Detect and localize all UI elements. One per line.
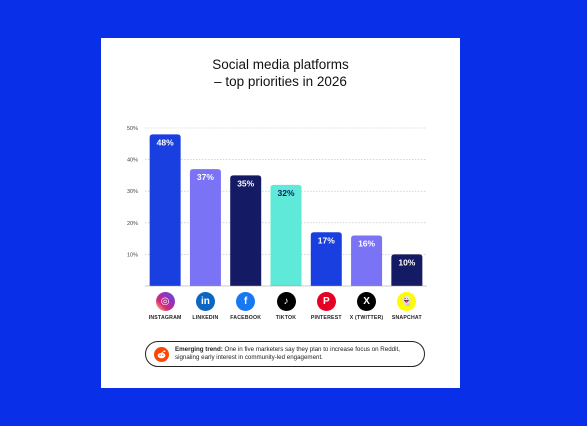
bar-value-label: 35%	[237, 178, 254, 188]
bar-value-label: 37%	[197, 172, 214, 182]
bar-x-twitter	[351, 235, 383, 286]
x-tick-label: FACEBOOK	[230, 315, 262, 321]
emerging-trend-callout: Emerging trend: One in five marketers sa…	[145, 341, 425, 367]
bar-value-label: 10%	[398, 257, 415, 267]
x-tick-label: X (TWITTER)	[349, 315, 384, 321]
x-icon: X	[357, 292, 377, 311]
bar-value-label: 32%	[277, 188, 294, 198]
bar-value-label: 16%	[358, 238, 375, 248]
trend-text: Emerging trend: One in five marketers sa…	[175, 346, 420, 362]
platform-x-twitter: X X (TWITTER)	[344, 292, 390, 321]
chart-title: Social media platforms – top priorities …	[101, 56, 460, 90]
bar-pinterest	[310, 232, 342, 286]
bar-linkedin	[189, 169, 221, 286]
platform-linkedin: in LINKEDIN	[182, 292, 228, 321]
y-tick-label: 50%	[127, 126, 138, 132]
bar-chart: 10% 20% 30% 40% 50% 48% 37% 35% 32% 17% 16% 10%	[127, 126, 427, 287]
linkedin-icon: in	[195, 292, 215, 311]
trend-label: Emerging trend:	[175, 346, 223, 353]
bar-instagram	[149, 134, 181, 286]
chart-title-line-2: – top priorities in 2026	[214, 74, 347, 89]
instagram-icon: ◎	[155, 292, 175, 311]
bar-value-label: 17%	[318, 235, 335, 245]
platform-tiktok: ♪ TIKTOK	[263, 292, 309, 321]
x-tick-label: INSTAGRAM	[148, 315, 182, 321]
x-tick-label: SNAPCHAT	[391, 315, 422, 321]
platform-snapchat: 👻 SNAPCHAT	[384, 292, 430, 321]
platform-instagram: ◎ INSTAGRAM	[142, 292, 188, 321]
bar-tiktok	[270, 184, 302, 286]
facebook-icon: f	[236, 292, 256, 311]
y-tick-label: 30%	[127, 189, 138, 195]
tiktok-icon: ♪	[276, 292, 296, 311]
trend-body: One in five marketers say they plan to i…	[175, 346, 400, 361]
platform-pinterest: P PINTEREST	[303, 292, 349, 321]
chart-card: Social media platforms – top priorities …	[101, 38, 460, 388]
y-tick-label: 40%	[127, 158, 138, 164]
chart-title-line-1: Social media platforms	[212, 57, 349, 72]
x-tick-label: TIKTOK	[275, 315, 297, 321]
bar-snapchat	[391, 254, 423, 286]
y-tick-label: 10%	[127, 252, 138, 258]
x-tick-label: LINKEDIN	[192, 315, 219, 321]
platform-facebook: f FACEBOOK	[223, 292, 269, 321]
snapchat-icon: 👻	[397, 292, 417, 311]
bar-facebook	[230, 175, 262, 286]
reddit-icon	[154, 347, 169, 362]
pinterest-icon: P	[316, 292, 336, 311]
bar-value-label: 48%	[157, 137, 174, 147]
y-tick-label: 20%	[127, 221, 138, 227]
x-tick-label: PINTEREST	[310, 315, 342, 321]
